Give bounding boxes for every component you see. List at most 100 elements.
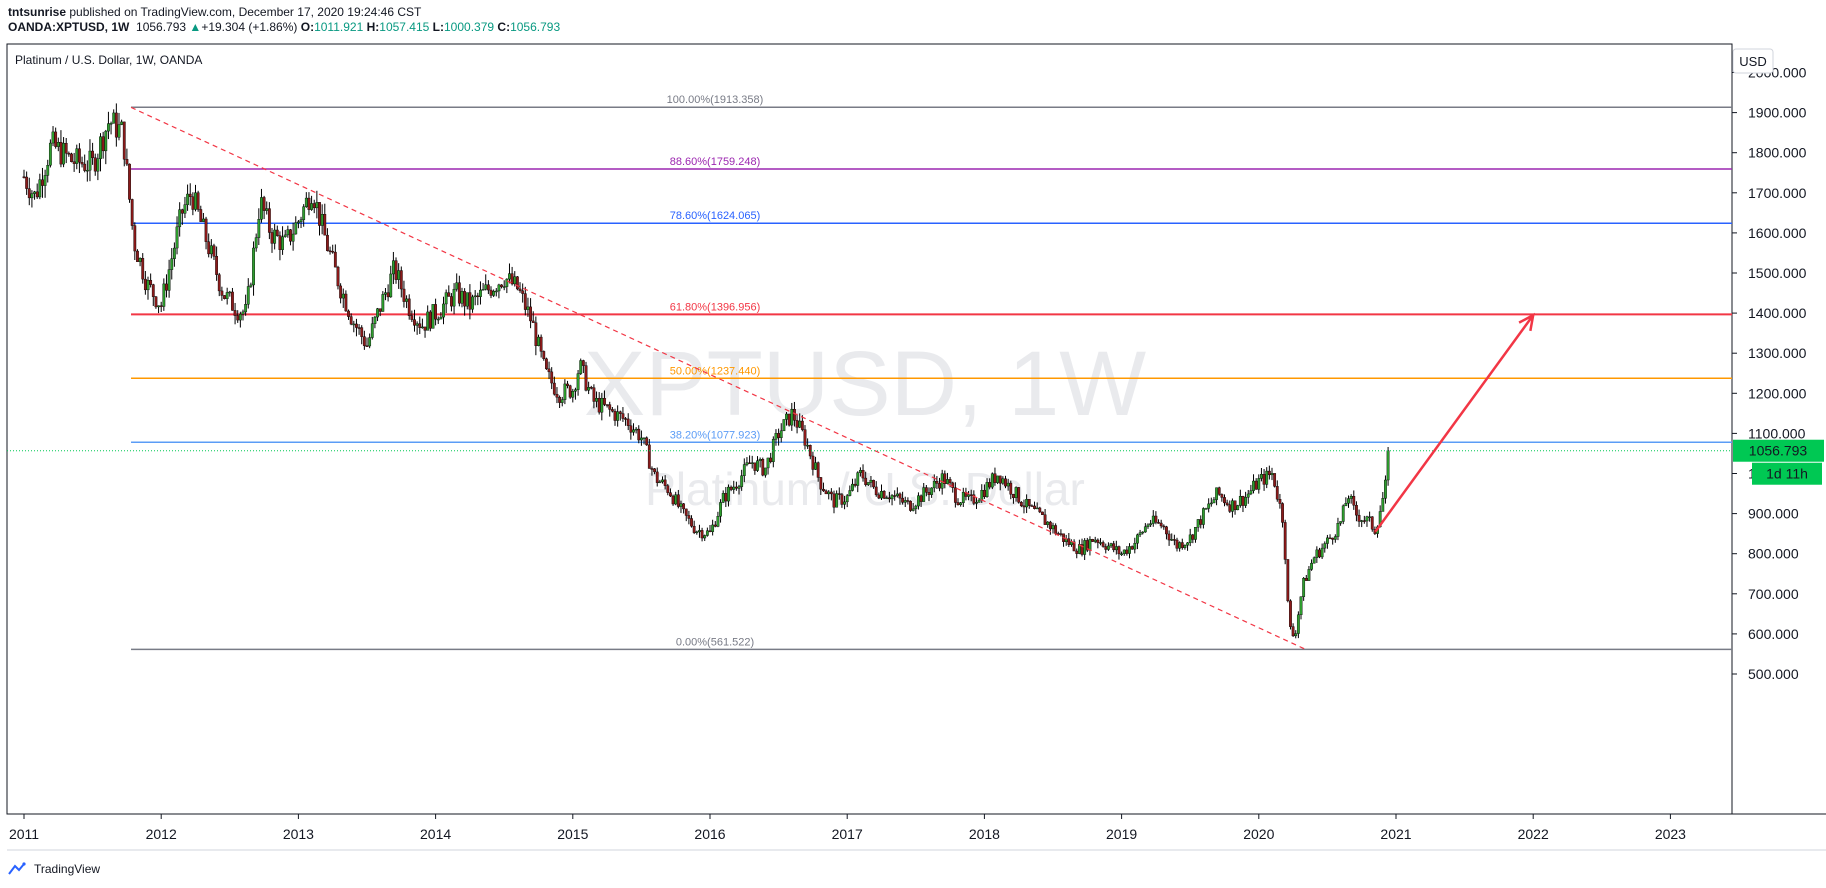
candle-body [927, 492, 931, 495]
candle-body [1022, 505, 1026, 508]
candle-body [421, 326, 424, 329]
candle-body [856, 472, 860, 486]
price-axis[interactable]: 2000.0001900.0001800.0001700.0001600.000… [1732, 65, 1807, 683]
candle-body [1252, 480, 1255, 491]
candle-body [537, 336, 540, 346]
candle-body [1352, 496, 1356, 506]
candle-body [595, 398, 598, 402]
candle-body [584, 365, 588, 391]
candle-body [273, 229, 277, 244]
candle-body [953, 487, 957, 503]
candle-body [33, 191, 36, 194]
candle-body [1357, 514, 1361, 522]
candle-body [1254, 480, 1258, 490]
candle-body [48, 142, 52, 166]
candle-body [25, 176, 29, 189]
candle-body [1223, 497, 1226, 504]
candle-body [101, 136, 105, 152]
candle-body [1154, 515, 1158, 523]
candle-body [381, 294, 385, 312]
author-name[interactable]: tntsunrise [8, 5, 67, 19]
candle-body [178, 209, 182, 228]
candle-body [22, 176, 26, 178]
candle-body [341, 293, 345, 299]
candle-body [93, 157, 97, 172]
candle-body [1104, 546, 1108, 550]
candle-body [740, 475, 744, 487]
candle-body [1228, 504, 1232, 512]
candle-body [571, 391, 575, 398]
time-axis[interactable]: 2011 2012 2013 2014 2015 2016 2017 2018 2019 2020… [9, 814, 1686, 842]
candle-body [225, 292, 229, 299]
candle-body [376, 308, 379, 318]
candle-body [476, 295, 480, 298]
candle-body [861, 470, 865, 479]
candle-body [460, 291, 464, 304]
candle-body [41, 179, 44, 186]
candle-body [661, 479, 664, 483]
candle-body [837, 493, 841, 495]
candle-body [523, 293, 527, 310]
fib-level-label: 50.00%(1237.440) [670, 365, 761, 377]
candle-body [558, 397, 562, 403]
fib-level-label: 100.00%(1913.358) [667, 94, 764, 106]
candle-body [373, 316, 377, 324]
candle-body [877, 494, 881, 499]
last-price-label: 1056.793 [1749, 443, 1808, 459]
candle-body [136, 250, 139, 262]
currency-button[interactable]: USD [1739, 54, 1766, 69]
candle-body [257, 219, 261, 238]
candle-body [452, 288, 456, 307]
candle-body [793, 408, 796, 421]
candle-body [545, 358, 548, 370]
candle-body [1149, 523, 1153, 526]
candle-body [951, 482, 955, 488]
x-tick-label: 2019 [1106, 826, 1137, 842]
x-tick-label: 2020 [1243, 826, 1274, 842]
candle-body [977, 499, 981, 503]
candle-body [1170, 539, 1174, 541]
candle-body [621, 413, 625, 419]
candle-body [750, 462, 754, 464]
candle-body [188, 193, 192, 197]
candle-body [384, 292, 387, 295]
countdown-bg [1752, 462, 1822, 485]
candle-body [120, 121, 124, 125]
currency-button-bg[interactable] [1732, 48, 1774, 74]
x-tick-label: 2023 [1655, 826, 1686, 842]
candle-body [1027, 499, 1031, 506]
candle-body [803, 429, 807, 446]
candle-body [917, 495, 920, 507]
candle-body [911, 508, 915, 511]
symbol-name: OANDA:XPTUSD, 1W [8, 20, 130, 34]
candle-body [682, 503, 686, 510]
candle-body [521, 290, 525, 294]
candle-body [1091, 539, 1094, 542]
candle-body [1368, 516, 1372, 518]
y-tick-label: 800.000 [1748, 546, 1799, 562]
candle-body [418, 323, 422, 328]
candle-body [1312, 557, 1316, 564]
candle-body [30, 193, 34, 199]
candle-body [355, 323, 358, 328]
candle-body [505, 278, 509, 287]
candle-body [159, 305, 163, 307]
candle-body [91, 150, 95, 158]
candle-body [1165, 526, 1168, 535]
tradingview-footer[interactable]: TradingView [8, 862, 100, 876]
candle-body [811, 455, 815, 470]
candle-body [209, 245, 213, 255]
candle-body [851, 483, 854, 491]
fibonacci-retracement[interactable]: 100.00%(1913.358) 88.60%(1759.248) 78.60%(… [131, 94, 1732, 651]
candle-body [194, 192, 197, 210]
candle-body [732, 486, 736, 490]
candle-body [1051, 525, 1055, 530]
candle-body [563, 383, 567, 400]
candle-body [360, 327, 364, 337]
candle-body [711, 524, 715, 532]
candle-body [191, 196, 195, 210]
open-value: 1011.921 [314, 20, 364, 34]
candle-body [616, 411, 620, 421]
candle-body [1004, 478, 1007, 487]
